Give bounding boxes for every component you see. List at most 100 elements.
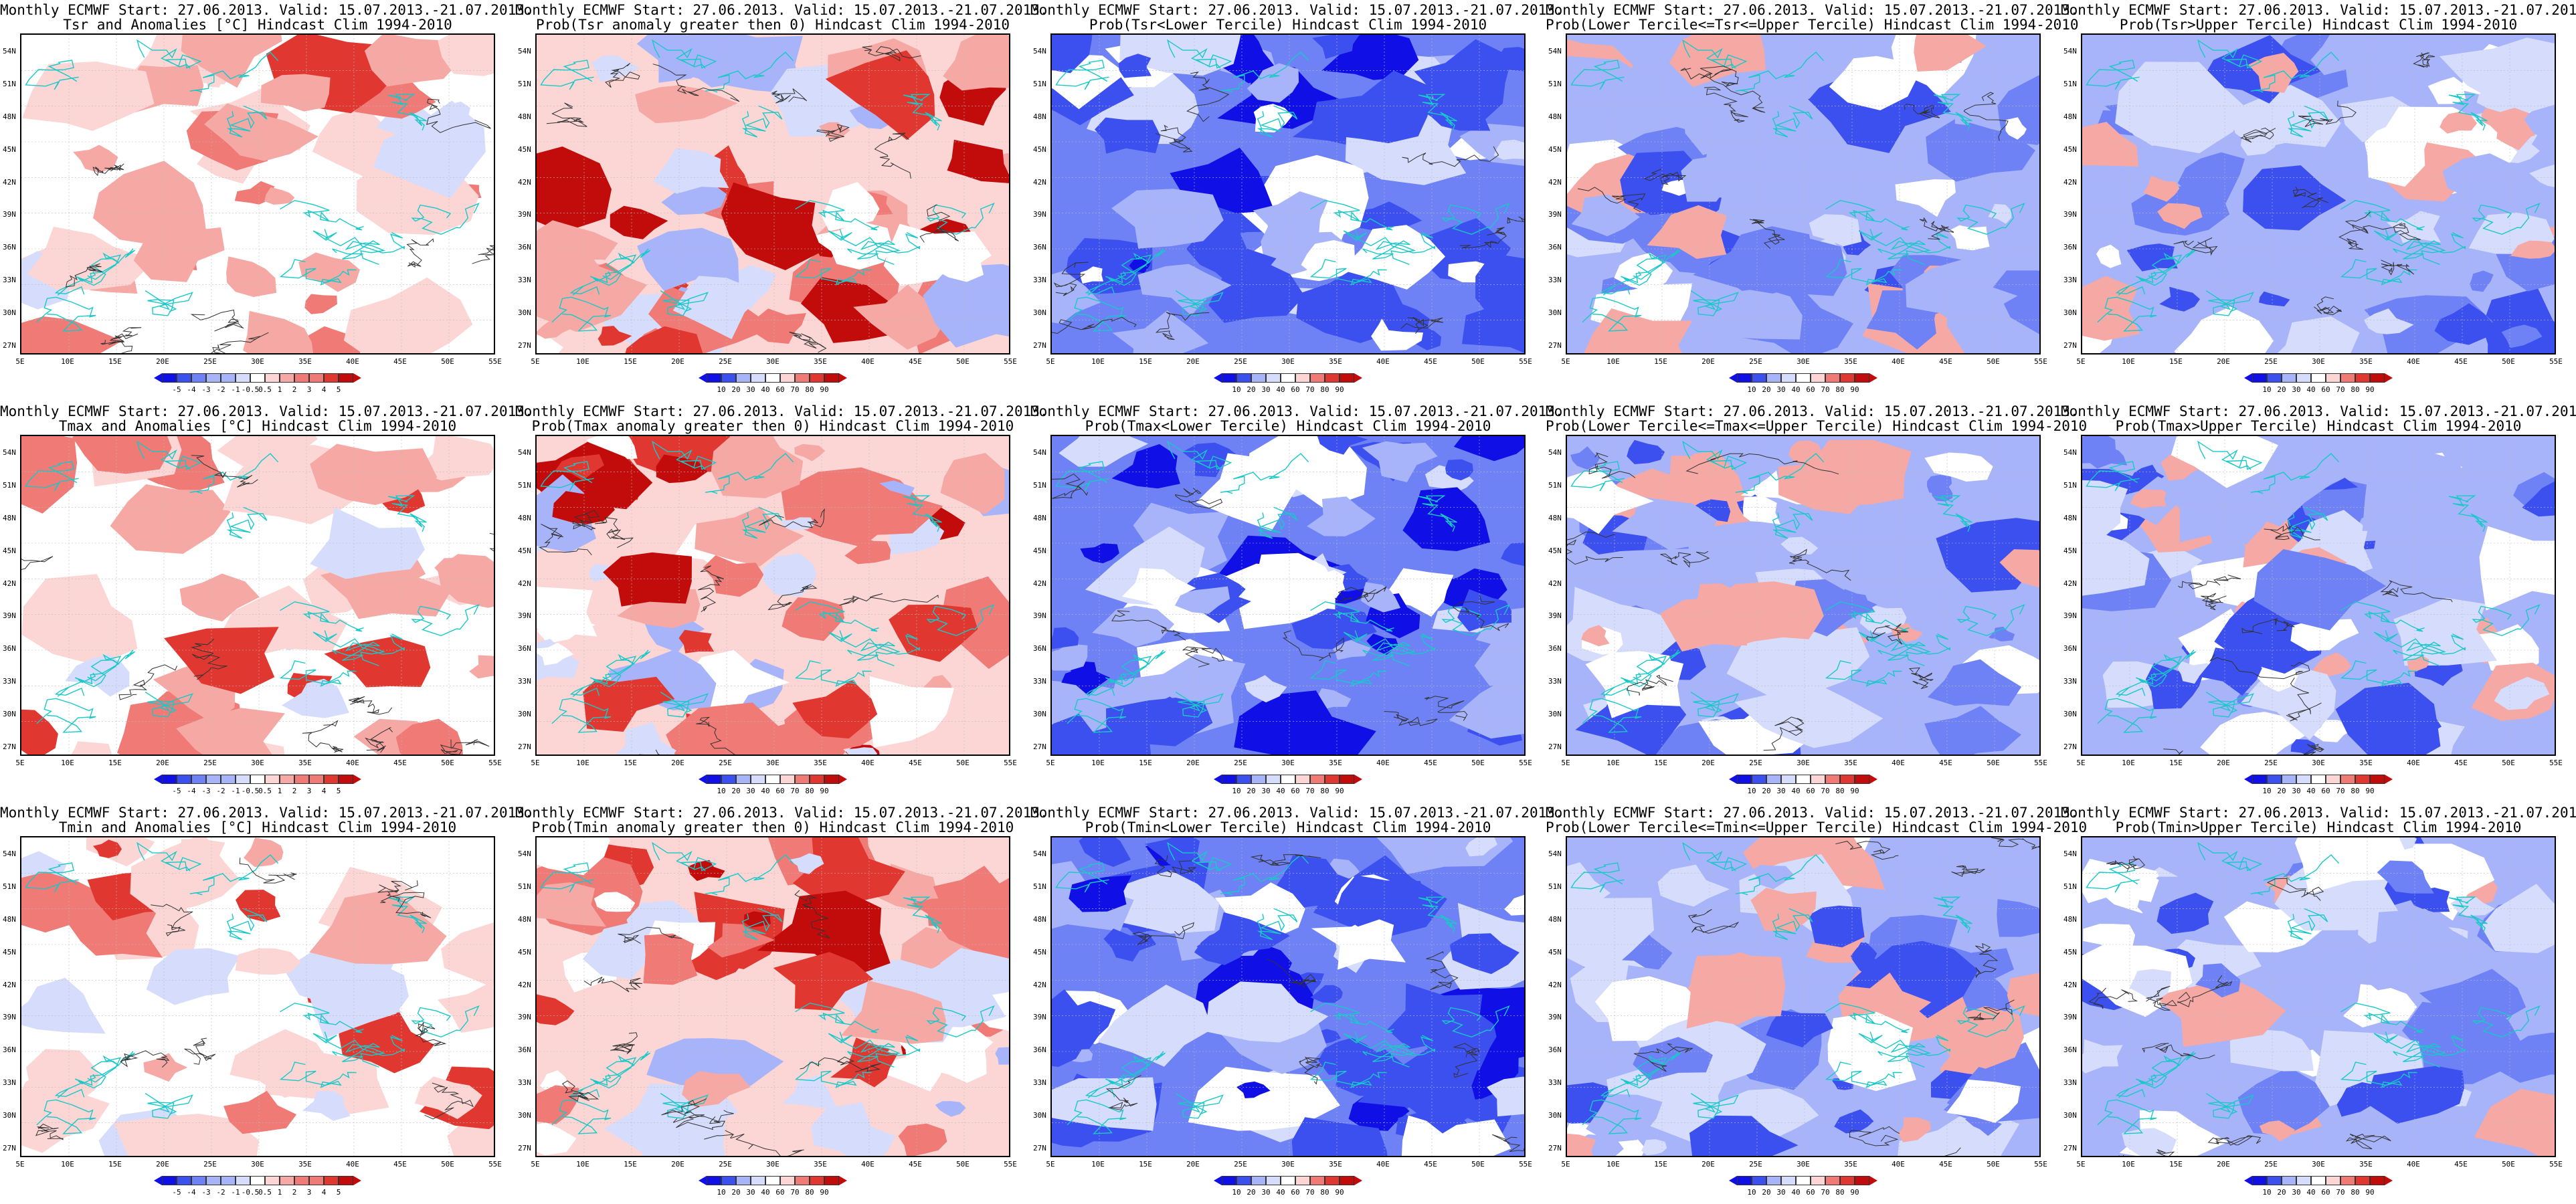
coastline (705, 52, 794, 93)
shaded-region (2377, 860, 2434, 894)
longitude-label: 45E (1939, 1160, 1952, 1169)
coastline (1623, 654, 1667, 688)
shaded-region (110, 484, 231, 554)
shaded-region (260, 74, 331, 112)
colorbar-swatch (1737, 1176, 1752, 1185)
panel-title-line2: Tmax and Anomalies [°C] Hindcast Clim 19… (58, 418, 457, 434)
panel-title-line1: Monthly ECMWF Start: 27.06.2013. Valid: … (0, 403, 533, 419)
contour-line (2118, 1148, 2175, 1156)
contour-line (472, 245, 494, 264)
latitude-label: 36N (1548, 1045, 1562, 1055)
colorbar-swatch (2267, 1176, 2282, 1185)
coastline (1175, 692, 1224, 718)
shaded-region (2529, 165, 2555, 187)
colorbar-swatch (1840, 1176, 1855, 1185)
colorbar-tick-label: 30 (1261, 787, 1271, 795)
coastline (2340, 199, 2425, 231)
longitude-label: 55E (1519, 357, 1532, 366)
map-area (1566, 836, 2041, 1157)
map-area (1050, 836, 1526, 1157)
latitude-label: 42N (3, 177, 16, 187)
colorbar-tick-label: 5 (336, 787, 341, 795)
map-panel: Monthly ECMWF Start: 27.06.2013. Valid: … (0, 401, 533, 803)
contour-line (1588, 452, 1636, 479)
contour-line (2314, 296, 2342, 316)
longitude-label: 5E (2076, 357, 2086, 366)
shaded-region (940, 948, 1009, 995)
longitude-label: 45E (909, 1160, 922, 1169)
colorbar-swatch (795, 1176, 810, 1185)
shaded-region (2159, 286, 2201, 312)
coastline (1956, 1005, 2025, 1038)
colorbar-tick-label: 10 (717, 787, 726, 795)
colorbar-swatch (265, 775, 280, 784)
shaded-region (166, 839, 225, 875)
colorbar-tick-label: 10 (1747, 385, 1756, 394)
colorbar-swatch (2355, 775, 2370, 784)
colorbar-tick-label: -5 (172, 385, 181, 394)
coastline (312, 1031, 405, 1056)
coastline (1772, 908, 1813, 940)
coastline (540, 60, 594, 90)
contour-line (696, 716, 735, 755)
colorbar-swatch (2267, 775, 2282, 784)
panel-title-line1: Monthly ECMWF Start: 27.06.2013. Valid: … (515, 2, 1048, 18)
shaded-region (929, 245, 984, 282)
longitude-label: 40E (2407, 357, 2420, 366)
latitude-label: 27N (2063, 1144, 2077, 1152)
coastline (828, 630, 921, 655)
contour-line (1452, 595, 1509, 631)
longitude-label: 35E (1844, 759, 1857, 767)
latitude-label: 54N (3, 47, 16, 56)
shaded-region (2312, 652, 2351, 679)
latitude-label: 45N (1033, 947, 1046, 957)
shaded-region (782, 1075, 838, 1110)
latitude-label: 30N (1033, 1111, 1046, 1120)
latitude-label: 48N (518, 914, 531, 924)
shaded-region (1784, 981, 1808, 997)
shaded-region (656, 454, 708, 484)
contour-line (120, 1050, 170, 1068)
colorbar-tick-label: 90 (1850, 1188, 1859, 1197)
shaded-region (181, 35, 282, 88)
contour-line (2380, 580, 2453, 603)
colorbar-swatch (824, 775, 839, 784)
shaded-region (133, 227, 225, 282)
longitude-label: 35E (1329, 1160, 1342, 1169)
coastline (741, 908, 783, 940)
colorbar-swatch (250, 1176, 265, 1185)
shaded-region (22, 62, 155, 131)
coastline (551, 1099, 612, 1134)
panel-title-line2: Prob(Tmin anomaly greater then 0) Hindca… (531, 819, 1014, 835)
shaded-region (1449, 664, 1524, 739)
contour-line (424, 1082, 474, 1120)
shaded-region (2522, 481, 2555, 517)
colorbar-tick-label: 70 (1305, 385, 1315, 394)
shaded-region (244, 837, 284, 868)
shaded-region (1829, 56, 1918, 110)
shaded-region (2177, 661, 2211, 684)
contour-line (2381, 260, 2415, 276)
shaded-region (373, 100, 486, 199)
latitude-label: 39N (1033, 210, 1046, 219)
shaded-region (343, 277, 473, 353)
shaded-region (93, 161, 207, 247)
shaded-field (2082, 436, 2555, 755)
contour-line (2241, 618, 2295, 634)
shaded-region (1061, 668, 1111, 696)
shaded-region (2501, 324, 2543, 348)
panel-title-line2: Prob(Lower Tercile<=Tmax<=Upper Tercile)… (1546, 418, 2088, 434)
colorbar-swatch (2296, 373, 2311, 383)
coastline (1956, 603, 2025, 637)
shaded-region (2199, 647, 2262, 696)
shaded-region (2494, 676, 2550, 710)
coastline (705, 453, 794, 494)
colorbar-tick-label: 20 (1762, 1188, 1771, 1197)
coastline (2373, 1031, 2466, 1056)
coastline (2138, 1055, 2183, 1089)
shaded-region (1686, 955, 1786, 1029)
colorbar-tick-label: 60 (1806, 385, 1815, 394)
shaded-field (1567, 436, 2039, 755)
shaded-region (869, 676, 955, 748)
latitude-label: 27N (518, 742, 531, 751)
